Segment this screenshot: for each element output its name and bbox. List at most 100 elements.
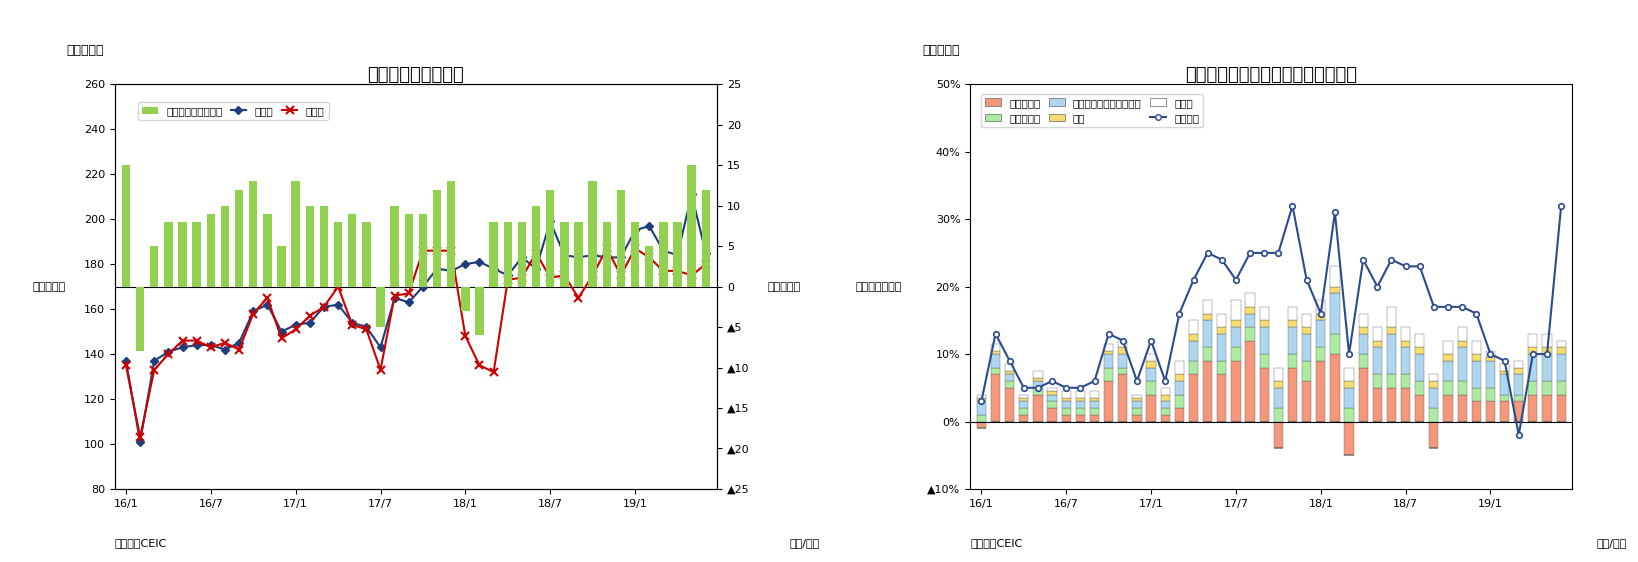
Bar	[1528, 395, 1538, 422]
輸出額	[428, 265, 447, 272]
Bar	[1232, 361, 1240, 422]
Bar	[1556, 347, 1566, 354]
Bar	[1061, 398, 1071, 401]
Bar	[1132, 398, 1142, 401]
Bar	[532, 206, 541, 287]
輸出額	[287, 321, 306, 328]
Bar	[1217, 374, 1227, 422]
Bar	[1287, 327, 1297, 354]
Bar	[1274, 422, 1283, 448]
Bar	[1387, 327, 1396, 334]
Bar	[1061, 408, 1071, 415]
Bar	[1232, 327, 1240, 347]
Bar	[1174, 408, 1184, 422]
Bar	[1500, 395, 1509, 401]
Bar	[1047, 401, 1057, 408]
輸入額	[400, 290, 419, 297]
輸出額	[300, 319, 319, 326]
Bar	[1260, 320, 1269, 327]
Bar	[1089, 391, 1099, 398]
輸出額	[483, 265, 503, 272]
Text: （年/月）: （年/月）	[1597, 538, 1627, 547]
輸出額	[441, 268, 460, 274]
輸入額	[513, 274, 532, 281]
輸入額	[681, 272, 701, 279]
Bar	[1317, 361, 1325, 422]
輸出額	[370, 344, 390, 351]
輸出額	[696, 250, 716, 256]
Bar	[1302, 361, 1312, 381]
Bar	[1458, 347, 1466, 381]
Bar	[1287, 307, 1297, 320]
Bar	[1317, 314, 1325, 320]
Bar	[1528, 347, 1538, 354]
Text: （年/月）: （年/月）	[790, 538, 819, 547]
輸出額	[541, 218, 560, 225]
輸出額	[498, 272, 518, 279]
Bar	[1287, 368, 1297, 422]
Bar	[1345, 422, 1353, 455]
輸入額	[314, 303, 334, 310]
Bar	[658, 222, 668, 287]
Bar	[1330, 293, 1340, 334]
Bar	[1104, 354, 1114, 368]
Bar	[1443, 341, 1453, 354]
Bar	[1232, 347, 1240, 361]
Bar	[192, 222, 201, 287]
Bar	[1161, 401, 1170, 408]
Bar	[362, 222, 370, 287]
輸入額	[526, 250, 545, 256]
輸出額	[639, 223, 658, 229]
Bar	[1119, 341, 1127, 347]
Bar	[1330, 266, 1340, 287]
Bar	[1471, 341, 1481, 354]
Title: ベトナム　輸出の伸び率（品目別）: ベトナム 輸出の伸び率（品目別）	[1186, 66, 1358, 84]
輸出額	[654, 247, 673, 254]
Bar	[136, 287, 144, 351]
Bar	[1019, 395, 1029, 398]
Bar	[1400, 341, 1410, 347]
輸出額	[144, 357, 164, 364]
Bar	[1217, 314, 1227, 327]
Bar	[1034, 371, 1042, 378]
Bar	[1458, 341, 1466, 347]
Legend: 貿易収支（右目盛）, 輸出額, 輸入額: 貿易収支（右目盛）, 輸出額, 輸入額	[138, 102, 329, 120]
輸出額	[314, 303, 334, 310]
Y-axis label: （億ドル）: （億ドル）	[33, 282, 66, 292]
Bar	[1161, 388, 1170, 395]
Bar	[1260, 354, 1269, 368]
Bar	[1458, 395, 1466, 422]
輸入額	[555, 272, 575, 279]
Bar	[405, 214, 413, 287]
Bar	[1076, 408, 1084, 415]
Bar	[1373, 374, 1382, 388]
輸入額	[626, 245, 645, 252]
Bar	[1486, 361, 1495, 388]
Bar	[1119, 347, 1127, 354]
Bar	[1019, 401, 1029, 408]
Bar	[560, 222, 568, 287]
Bar	[991, 368, 1001, 374]
Bar	[1089, 398, 1099, 401]
輸出額	[526, 265, 545, 272]
Bar	[603, 222, 611, 287]
Bar	[1076, 415, 1084, 422]
Bar	[1202, 361, 1212, 422]
輸入額	[639, 254, 658, 261]
輸出額	[215, 346, 234, 353]
輸出額	[413, 283, 432, 290]
Bar	[1317, 347, 1325, 361]
輸入額	[428, 247, 447, 254]
Bar	[179, 222, 187, 287]
Bar	[1047, 408, 1057, 422]
Bar	[1089, 401, 1099, 408]
Bar	[1358, 327, 1368, 334]
Bar	[249, 182, 257, 287]
Bar	[1387, 374, 1396, 388]
Bar	[1047, 391, 1057, 395]
Bar	[1415, 395, 1425, 422]
Bar	[1274, 388, 1283, 408]
Bar	[334, 222, 342, 287]
Bar	[1217, 334, 1227, 361]
輸入額	[483, 369, 503, 375]
